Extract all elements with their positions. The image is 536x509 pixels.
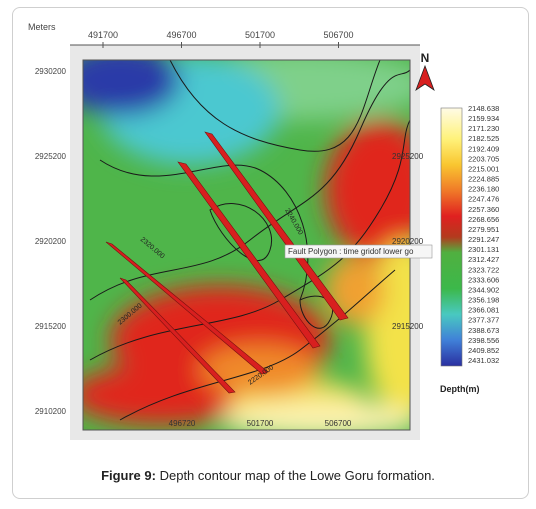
tooltip-text: Fault Polygon : time gridof lower go: [288, 247, 414, 256]
colorbar-label: 2192.409: [468, 144, 499, 153]
figure-frame: [12, 7, 529, 499]
colorbar-label: 2148.638: [468, 104, 499, 113]
colorbar-label: 2215.001: [468, 164, 499, 173]
caption: Figure 9: Depth contour map of the Lowe …: [0, 468, 536, 483]
colorbar-label: 2398.556: [468, 336, 499, 345]
y-label: 2930200: [35, 67, 67, 76]
colorbar-label: 2159.934: [468, 114, 499, 123]
y-label: 2920200: [35, 237, 67, 246]
y-label-right: 2920200: [392, 237, 424, 246]
colorbar-label: 2366.081: [468, 306, 499, 315]
caption-label: Figure 9:: [101, 468, 156, 483]
colorbar-label: 2257.360: [468, 205, 499, 214]
colorbar-label: 2171.230: [468, 124, 499, 133]
colorbar-label: 2247.476: [468, 195, 499, 204]
y-label: 2915200: [35, 322, 67, 331]
caption-text: Depth contour map of the Lowe Goru forma…: [159, 468, 435, 483]
colorbar-label: 2236.180: [468, 185, 499, 194]
north-label: N: [421, 51, 430, 65]
colorbar-label: 2377.377: [468, 316, 499, 325]
x-label: 501700: [245, 30, 275, 40]
colorbar-label: 2182.525: [468, 134, 499, 143]
colorbar-label: 2409.852: [468, 346, 499, 355]
x-label: 496700: [166, 30, 196, 40]
figure: Meters 491700 496700 501700 506700 2930200 29…: [28, 22, 499, 440]
colorbar-label: 2356.198: [468, 296, 499, 305]
bottom-label: 506700: [325, 419, 352, 428]
colorbar-label: 2333.606: [468, 275, 499, 284]
colorbar-label: 2224.885: [468, 175, 499, 184]
y-label-right: 2925200: [392, 152, 424, 161]
axis-unit: Meters: [28, 22, 56, 32]
x-label: 491700: [88, 30, 118, 40]
y-label: 2910200: [35, 407, 67, 416]
colorbar-label: 2312.427: [468, 255, 499, 264]
colorbar: [440, 107, 463, 367]
colorbar-label: 2268.656: [468, 215, 499, 224]
colorbar-label: 2279.951: [468, 225, 499, 234]
bottom-label: 501700: [247, 419, 274, 428]
colorbar-title: Depth(m): [440, 384, 480, 394]
colorbar-label: 2203.705: [468, 154, 499, 163]
colorbar-label: 2291.247: [468, 235, 499, 244]
y-label: 2925200: [35, 152, 67, 161]
colorbar-label: 2388.673: [468, 326, 499, 335]
map: [83, 60, 410, 430]
colorbar-label: 2431.032: [468, 356, 499, 365]
bottom-label: 496720: [169, 419, 196, 428]
tooltip: Fault Polygon : time gridof lower go: [284, 244, 433, 259]
y-label-right: 2915200: [392, 322, 424, 331]
north-arrow: N: [415, 51, 435, 92]
x-label: 506700: [323, 30, 353, 40]
colorbar-label: 2344.902: [468, 285, 499, 294]
colorbar-label: 2323.722: [468, 265, 499, 274]
colorbar-label: 2301.131: [468, 245, 499, 254]
